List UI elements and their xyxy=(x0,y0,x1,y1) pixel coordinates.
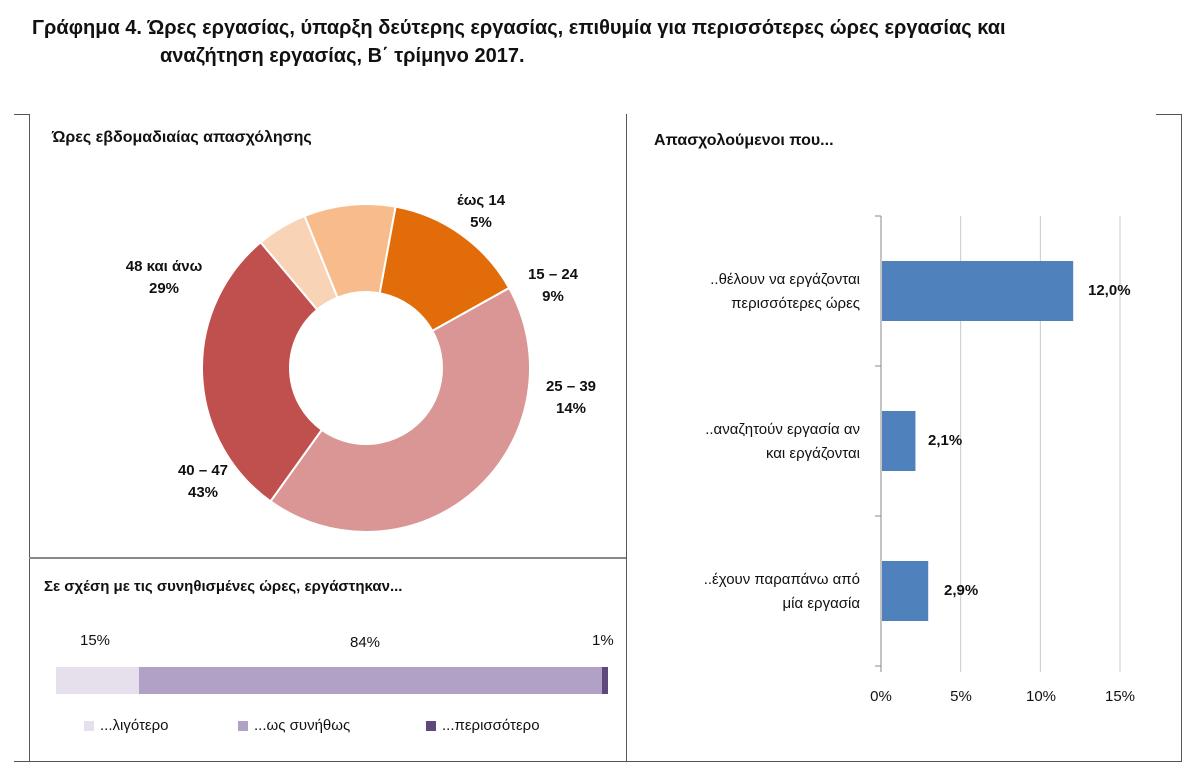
stacked-bar-segment-0 xyxy=(56,667,139,694)
donut-label-0-value: 5% xyxy=(470,214,492,231)
bar-category-label-1-line2: και εργάζονται xyxy=(765,445,860,462)
stacked-legend-item-1: ...ως συνήθως xyxy=(238,717,350,734)
donut-label-4-name: 48 και άνω xyxy=(125,258,203,275)
donut-label-3-value: 43% xyxy=(187,484,219,501)
bar-category-label-0-line1: ..θέλουν να εργάζονται xyxy=(710,271,860,288)
bar-category-label-2-line2: μία εργασία xyxy=(782,595,860,612)
stacked-chart-title: Σε σχέση με τις συνηθισμένες ώρες, εργάσ… xyxy=(44,578,403,595)
stacked-bar-segment-1 xyxy=(138,667,603,694)
stacked-bar xyxy=(56,667,608,694)
bar-category-label-0-line2: περισσότερες ώρες xyxy=(731,295,860,312)
stacked-value-label-2: 1% xyxy=(592,632,614,649)
donut-label-0: έως 14 5% xyxy=(436,190,526,234)
frame-middle-divider xyxy=(626,114,627,762)
bar-chart-title: Απασχολούμενοι που... xyxy=(654,132,834,149)
figure-title-line2: αναζήτηση εργασίας, Β΄ τρίμηνο 2017. xyxy=(160,45,525,67)
bar-value-label-1: 2,1% xyxy=(928,432,963,449)
stacked-legend-label-2: ...περισσότερο xyxy=(442,717,540,734)
donut-label-3: 40 – 47 43% xyxy=(158,460,248,504)
donut-label-2: 25 – 39 14% xyxy=(526,376,616,420)
stacked-legend-label-1: ...ως συνήθως xyxy=(254,717,351,734)
bar-x-tick-0: 0% xyxy=(870,688,892,705)
donut-chart-title: Ώρες εβδομαδιαίας απασχόλησης xyxy=(52,129,312,146)
bar-1 xyxy=(882,411,916,471)
bar-0 xyxy=(882,261,1074,321)
frame-left-horizontal-divider xyxy=(29,557,626,559)
frame-top-left-tick xyxy=(14,114,30,115)
stacked-bar-segment-2 xyxy=(602,667,608,694)
figure-title: Γράφημα 4. Ώρες εργασίας, ύπαρξη δεύτερη… xyxy=(32,14,1182,70)
bar-category-label-2-line1: ..έχουν παραπάνω από xyxy=(703,571,860,588)
donut-label-1-name: 15 – 24 xyxy=(527,266,579,283)
bar-x-tick-2: 10% xyxy=(1025,688,1057,705)
donut-label-4-value: 29% xyxy=(148,280,180,297)
stacked-legend-swatch-1 xyxy=(238,720,248,731)
donut-label-1-value: 9% xyxy=(542,288,564,305)
frame-left-border xyxy=(29,114,30,762)
stacked-legend-swatch-2 xyxy=(426,720,436,731)
bar-value-label-2: 2,9% xyxy=(944,582,979,599)
bar-value-label-0: 12,0% xyxy=(1088,282,1131,299)
stacked-legend-item-2: ...περισσότερο xyxy=(426,717,540,734)
bar-category-label-1: ..αναζητούν εργασία αν και εργάζονται xyxy=(630,418,860,466)
donut-label-3-name: 40 – 47 xyxy=(177,462,229,479)
donut-label-2-value: 14% xyxy=(555,400,587,417)
donut-chart xyxy=(201,203,531,533)
bar-category-label-2: ..έχουν παραπάνω από μία εργασία xyxy=(630,568,860,616)
donut-label-1: 15 – 24 9% xyxy=(508,264,598,308)
stacked-legend-swatch-0 xyxy=(84,720,94,731)
frame-top-right-tick xyxy=(1156,114,1182,115)
bar-category-label-1-line1: ..αναζητούν εργασία αν xyxy=(705,421,860,438)
bar-x-tick-3: 15% xyxy=(1104,688,1136,705)
donut-slice-4 xyxy=(201,240,324,503)
frame-right-border xyxy=(1181,114,1182,762)
stacked-value-label-1: 84% xyxy=(350,634,381,651)
bar-category-label-0: ..θέλουν να εργάζονται περισσότερες ώρες xyxy=(630,268,860,316)
bar-chart xyxy=(875,215,1121,672)
donut-label-4: 48 και άνω 29% xyxy=(104,256,224,300)
donut-label-2-name: 25 – 39 xyxy=(545,378,597,395)
donut-slice-3 xyxy=(269,286,531,533)
figure-title-line1: Γράφημα 4. Ώρες εργασίας, ύπαρξη δεύτερη… xyxy=(32,17,1006,39)
bar-x-tick-1: 5% xyxy=(950,688,972,705)
stacked-value-label-0: 15% xyxy=(80,632,111,649)
donut-label-0-name: έως 14 xyxy=(456,192,506,209)
stacked-legend-item-0: ...λιγότερο xyxy=(84,717,168,734)
frame-bottom-border xyxy=(14,761,1182,762)
stacked-legend-label-0: ...λιγότερο xyxy=(100,717,169,734)
bar-2 xyxy=(882,561,929,621)
